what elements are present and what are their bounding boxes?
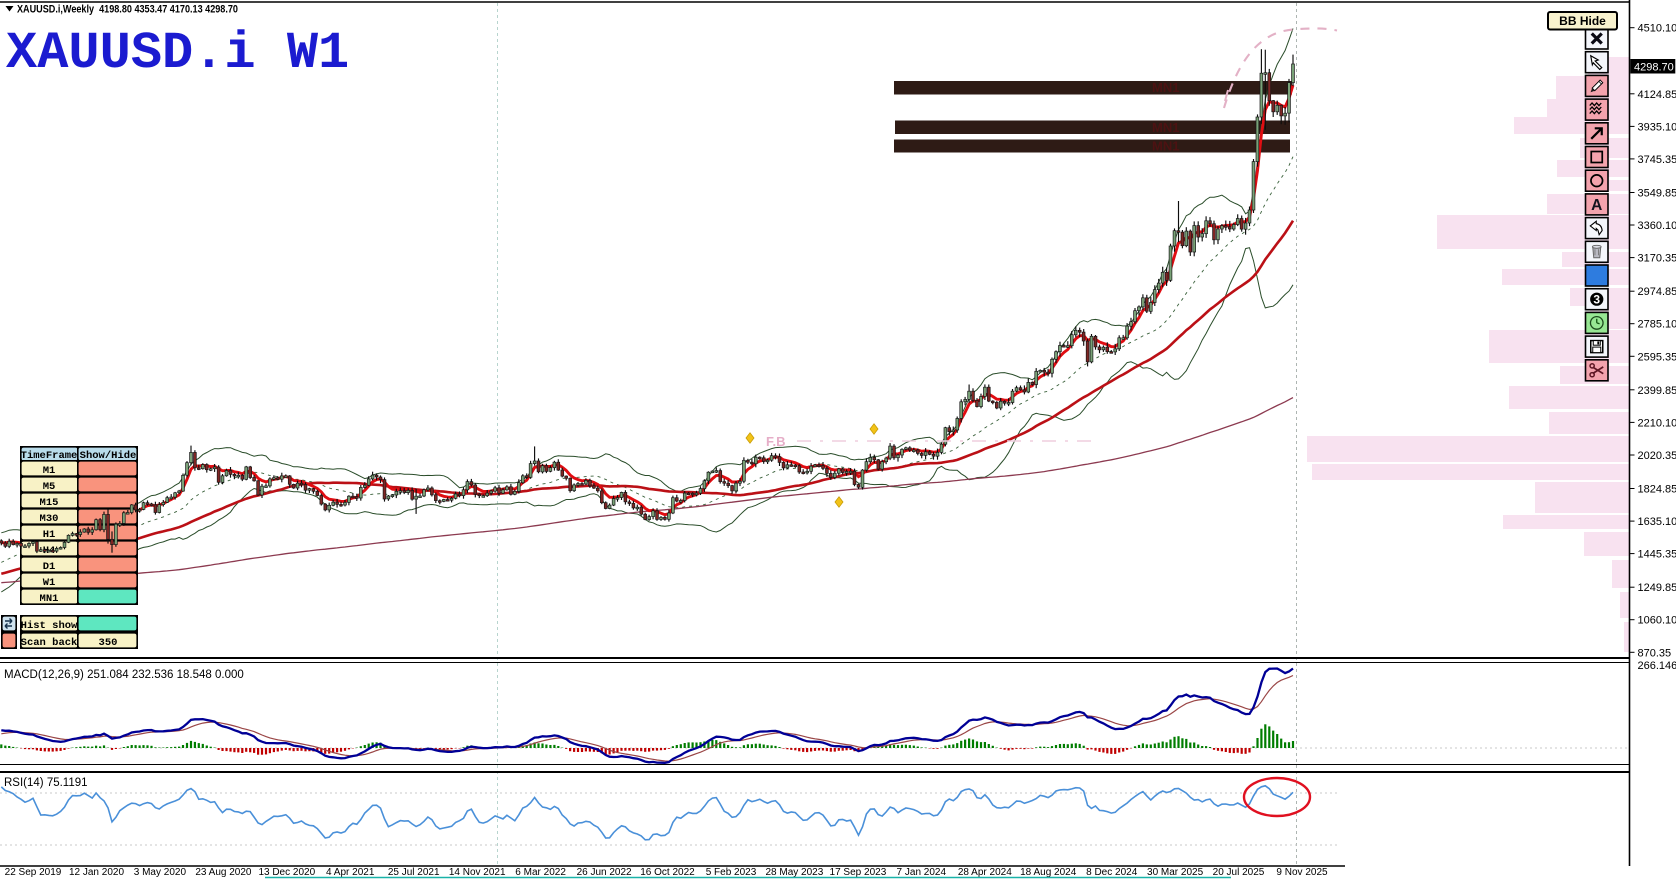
svg-text:Scan back: Scan back — [21, 637, 78, 649]
svg-text:W1: W1 — [43, 577, 56, 589]
svg-text:7 Jan 2024: 7 Jan 2024 — [897, 867, 947, 878]
svg-text:1445.35: 1445.35 — [1638, 549, 1676, 561]
svg-text:30 Mar 2025: 30 Mar 2025 — [1147, 867, 1204, 878]
svg-text:28 May 2023: 28 May 2023 — [765, 867, 823, 878]
svg-text:2974.85: 2974.85 — [1638, 286, 1676, 298]
svg-text:14 Nov 2021: 14 Nov 2021 — [449, 867, 506, 878]
svg-text:870.35: 870.35 — [1638, 647, 1672, 659]
svg-text:1824.85: 1824.85 — [1638, 484, 1676, 496]
svg-text:6 Mar 2022: 6 Mar 2022 — [515, 867, 566, 878]
svg-text:A: A — [1591, 197, 1602, 214]
svg-text:17 Sep 2023: 17 Sep 2023 — [830, 867, 887, 878]
svg-text:28 Apr 2024: 28 Apr 2024 — [958, 867, 1012, 878]
svg-text:8 Dec 2024: 8 Dec 2024 — [1086, 867, 1138, 878]
svg-text:2595.35: 2595.35 — [1638, 351, 1676, 363]
svg-text:RSI(14) 75.1191: RSI(14) 75.1191 — [4, 777, 88, 789]
svg-text:350: 350 — [99, 637, 118, 649]
svg-text:3 May 2020: 3 May 2020 — [134, 867, 187, 878]
svg-text:2785.10: 2785.10 — [1638, 319, 1676, 331]
svg-text:BB Hide: BB Hide — [1559, 14, 1606, 28]
svg-text:12 Jan 2020: 12 Jan 2020 — [69, 867, 124, 878]
svg-text:F.B: F.B — [766, 434, 786, 449]
svg-text:3360.10: 3360.10 — [1638, 220, 1676, 232]
svg-text:Hist show: Hist show — [21, 620, 78, 632]
svg-text:13 Dec 2020: 13 Dec 2020 — [258, 867, 315, 878]
svg-text:18 Aug 2024: 18 Aug 2024 — [1020, 867, 1077, 878]
svg-text:M15: M15 — [40, 497, 59, 509]
svg-text:2210.10: 2210.10 — [1638, 417, 1676, 429]
svg-text:4 Apr 2021: 4 Apr 2021 — [326, 867, 375, 878]
svg-text:4124.85: 4124.85 — [1638, 89, 1676, 101]
svg-text:M30: M30 — [40, 513, 59, 525]
svg-text:3745.35: 3745.35 — [1638, 154, 1676, 166]
svg-text:MACD(12,26,9) 251.084 232.536: MACD(12,26,9) 251.084 232.536 18.548 0.0… — [4, 669, 244, 681]
svg-text:9 Nov 2025: 9 Nov 2025 — [1276, 867, 1328, 878]
svg-text:16 Oct 2022: 16 Oct 2022 — [640, 867, 695, 878]
svg-text:2020.35: 2020.35 — [1638, 450, 1676, 462]
svg-text:MN1: MN1 — [1152, 80, 1179, 95]
svg-text:3170.35: 3170.35 — [1638, 253, 1676, 265]
svg-text:20 Jul 2025: 20 Jul 2025 — [1213, 867, 1265, 878]
svg-text:TimeFrame: TimeFrame — [21, 450, 78, 462]
svg-text:XAUUSD.i,Weekly 4198.80 4353.: XAUUSD.i,Weekly 4198.80 4353.47 4170.13 … — [17, 4, 238, 16]
svg-text:25 Jul 2021: 25 Jul 2021 — [388, 867, 440, 878]
svg-text:MN1: MN1 — [1152, 139, 1179, 154]
svg-text:266.146: 266.146 — [1638, 660, 1676, 672]
svg-text:4298.70: 4298.70 — [1634, 62, 1674, 74]
svg-text:MN1: MN1 — [40, 593, 59, 605]
svg-text:Show/Hide: Show/Hide — [80, 450, 137, 462]
svg-text:2399.85: 2399.85 — [1638, 385, 1676, 397]
svg-text:5 Feb 2023: 5 Feb 2023 — [706, 867, 757, 878]
svg-text:3: 3 — [1593, 293, 1600, 307]
svg-text:XAUUSD.i W1: XAUUSD.i W1 — [6, 24, 349, 83]
svg-text:22 Sep 2019: 22 Sep 2019 — [5, 867, 62, 878]
svg-text:1060.10: 1060.10 — [1638, 615, 1676, 627]
svg-text:1635.10: 1635.10 — [1638, 516, 1676, 528]
svg-text:4510.10: 4510.10 — [1638, 23, 1676, 35]
svg-text:26 Jun 2022: 26 Jun 2022 — [577, 867, 632, 878]
svg-text:3935.10: 3935.10 — [1638, 121, 1676, 133]
svg-text:MN1: MN1 — [1152, 120, 1179, 135]
svg-text:23 Aug 2020: 23 Aug 2020 — [195, 867, 252, 878]
svg-text:H1: H1 — [43, 529, 56, 541]
svg-text:M1: M1 — [43, 465, 56, 477]
svg-text:3549.85: 3549.85 — [1638, 188, 1676, 200]
svg-text:D1: D1 — [43, 561, 56, 573]
svg-text:1249.85: 1249.85 — [1638, 582, 1676, 594]
svg-text:M5: M5 — [43, 481, 56, 493]
